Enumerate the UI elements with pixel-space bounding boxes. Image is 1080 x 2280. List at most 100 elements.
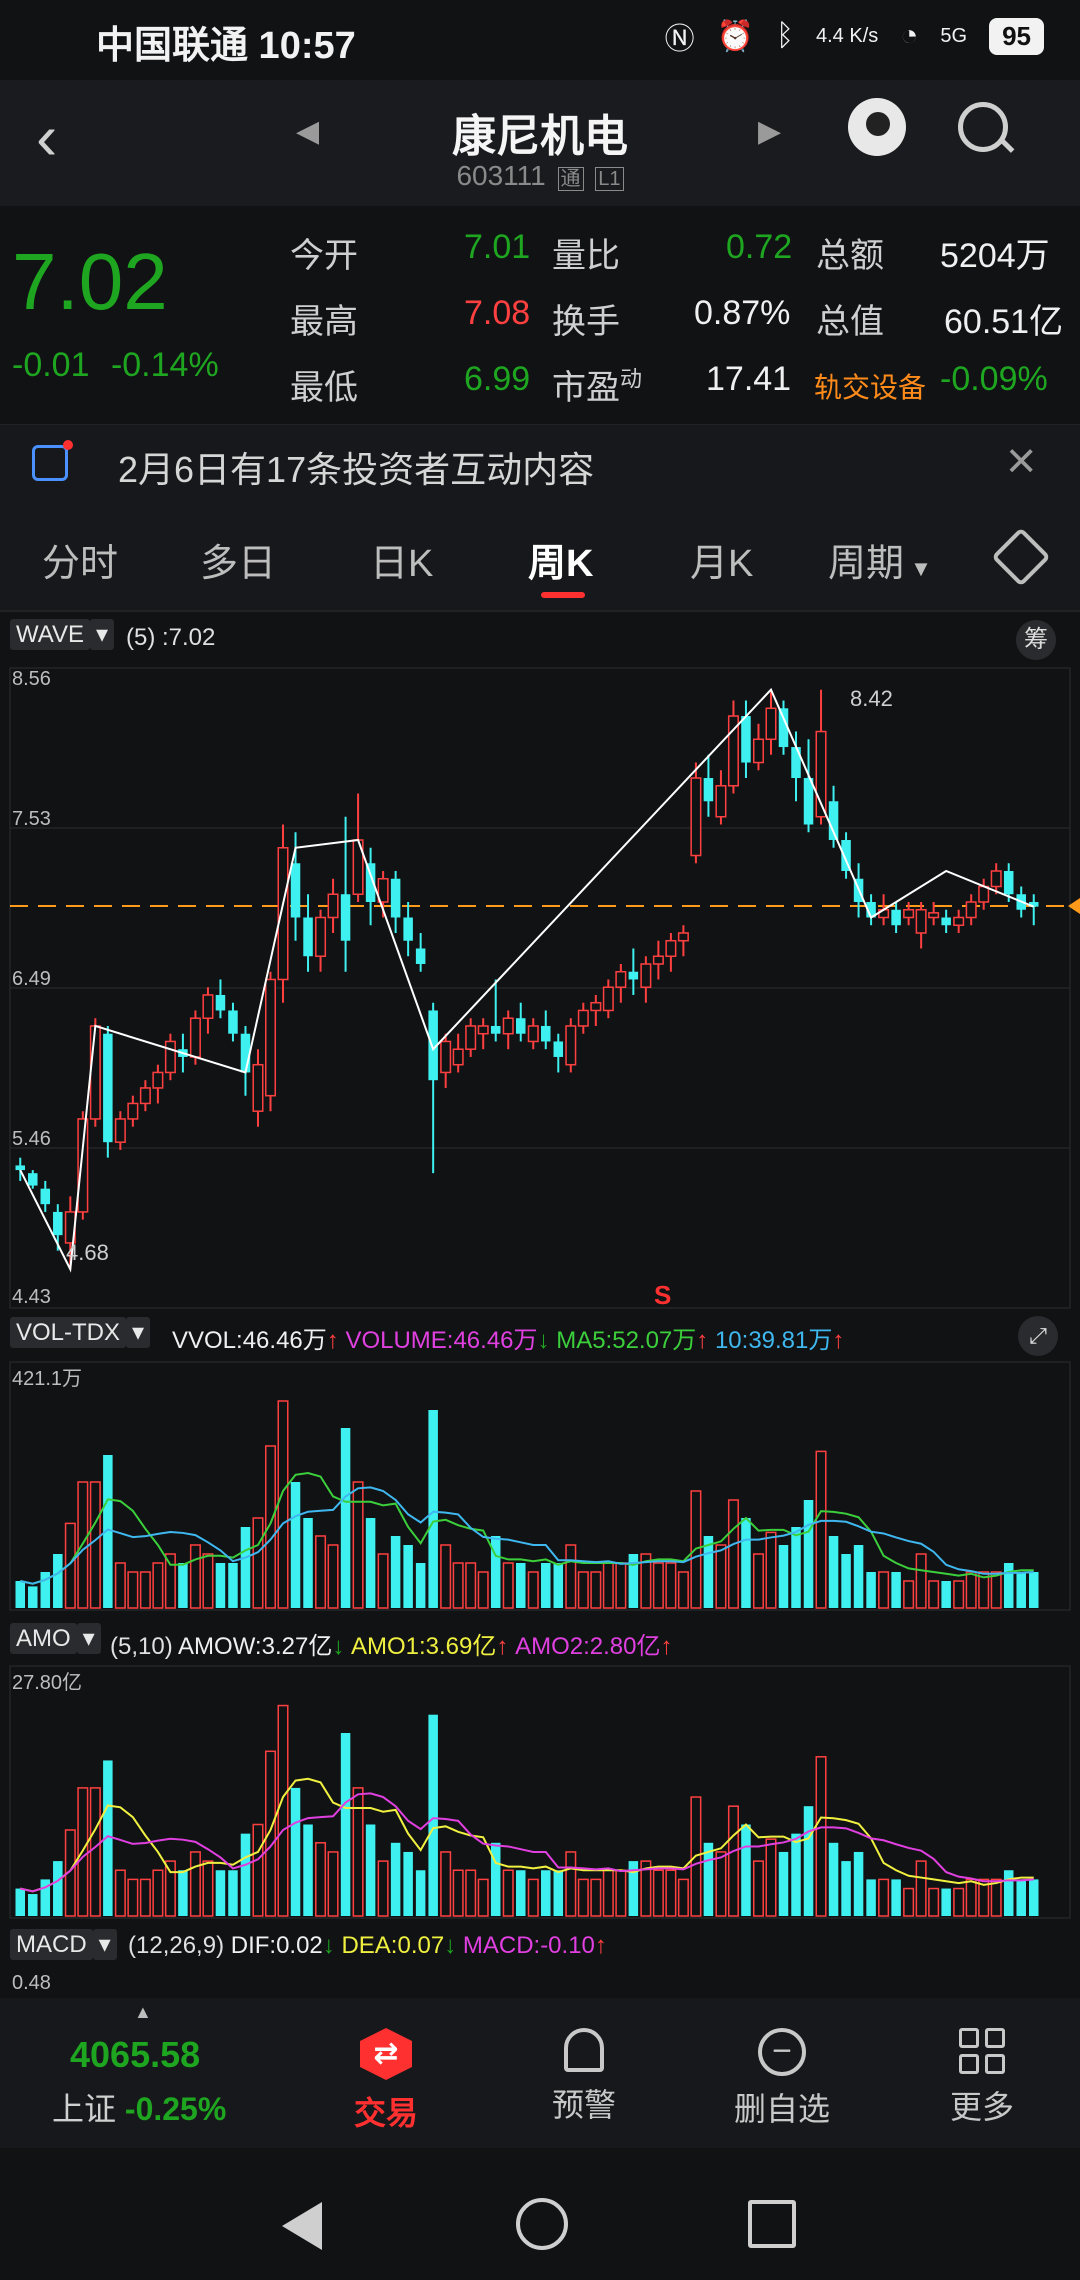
search-icon[interactable] xyxy=(958,102,1015,153)
volume-bar xyxy=(89,1481,101,1609)
nav-remove-watchlist[interactable]: − 删自选 xyxy=(712,2028,852,2130)
volume-bar xyxy=(915,1553,927,1609)
amount-bars xyxy=(15,1704,1039,1917)
ma10-value: 10:39.81万 xyxy=(714,1327,833,1354)
volume-bar xyxy=(903,1887,915,1917)
volume-bar xyxy=(965,1571,977,1609)
low-value: 6.99 xyxy=(464,360,531,398)
mktcap-value: 60.51亿 xyxy=(944,303,1064,341)
settings-icon[interactable] xyxy=(991,527,1051,587)
tab-intraday[interactable]: 分时 xyxy=(42,543,119,585)
system-back-icon[interactable] xyxy=(282,2202,322,2250)
vol-ratio-label: 量比 xyxy=(552,237,620,275)
candle xyxy=(741,716,751,763)
candle xyxy=(390,878,401,918)
candle xyxy=(527,1025,539,1043)
close-icon[interactable]: × xyxy=(1006,432,1037,490)
volume-bar xyxy=(215,1563,226,1608)
system-home-icon[interactable] xyxy=(516,2198,568,2250)
volume-bar xyxy=(252,1517,264,1609)
candle xyxy=(690,777,702,857)
nav-alert[interactable]: 预警 xyxy=(514,2028,654,2126)
low-mark: 4.68 xyxy=(66,1240,109,1265)
volume-bar xyxy=(965,1878,977,1917)
candle xyxy=(990,870,1002,888)
vol-name: VOL-TDX xyxy=(10,1317,127,1348)
candle xyxy=(15,1165,26,1171)
volume-bar xyxy=(527,1571,539,1609)
volume-bar xyxy=(891,1572,901,1608)
back-icon[interactable]: ‹ xyxy=(36,101,58,173)
index-name: 上证 xyxy=(52,2091,117,2127)
macd-indicator-select[interactable]: MACD ▾ xyxy=(10,1929,117,1960)
volume-bar xyxy=(553,1870,564,1916)
quote-panel: 7.02 -0.01 -0.14% 今开 7.01 最高 7.08 最低 6.9… xyxy=(0,206,1080,422)
volume-bar xyxy=(677,1571,689,1609)
stock-header: ‹ ◀ 康尼机电 603111 通 L1 ▶ xyxy=(0,80,1080,206)
candle xyxy=(553,1041,564,1057)
volume-bar xyxy=(377,1860,389,1917)
high-value: 7.08 xyxy=(464,294,531,332)
investor-notice-bar[interactable]: 2月6日有17条投资者互动内容 × xyxy=(0,424,1080,502)
prev-stock-icon[interactable]: ◀ xyxy=(296,115,320,148)
candle xyxy=(164,1040,176,1074)
vvol-value: VVOL:46.46万 xyxy=(172,1327,327,1354)
chips-button[interactable]: 筹 xyxy=(1016,620,1056,660)
candle xyxy=(428,1010,438,1081)
candle xyxy=(139,1087,151,1105)
volume-bar xyxy=(953,1580,965,1609)
vol-indicator-select[interactable]: VOL-TDX ▾ xyxy=(10,1317,151,1348)
stock-code: 603111 通 L1 xyxy=(0,160,1080,192)
next-stock-icon[interactable]: ▶ xyxy=(758,115,782,148)
sector-name[interactable]: 轨交设备 xyxy=(814,372,927,403)
volume-bar xyxy=(352,1481,364,1609)
amo-indicator-select[interactable]: AMO ▾ xyxy=(10,1623,101,1654)
tab-period[interactable]: 周期 ▼ xyxy=(828,532,932,587)
system-nav-bar xyxy=(0,2150,1080,2280)
trade-icon: ⇄ xyxy=(360,2028,412,2080)
volume-bar xyxy=(228,1870,238,1916)
volume-bar xyxy=(815,1756,827,1917)
expand-icon[interactable]: ⤢ xyxy=(1018,1316,1058,1356)
tab-daily-k[interactable]: 日K xyxy=(370,543,434,585)
volume-bar xyxy=(615,1562,627,1609)
volume-bar xyxy=(1028,1879,1039,1916)
tab-weekly-k[interactable]: 周K xyxy=(528,543,594,585)
volume-bar xyxy=(665,1869,677,1917)
tab-monthly-k[interactable]: 月K xyxy=(690,543,754,585)
wave-indicator-select[interactable]: WAVE ▾ xyxy=(10,619,115,650)
volume-bar xyxy=(640,1553,652,1609)
candle xyxy=(377,878,389,903)
volume-bar xyxy=(541,1870,551,1916)
volume-bar xyxy=(303,1518,313,1608)
expand-up-icon[interactable]: ▲ xyxy=(134,2002,152,2022)
candle xyxy=(53,1211,63,1236)
volume-bar xyxy=(152,1869,164,1917)
mascot-icon[interactable] xyxy=(848,98,906,156)
index-info[interactable]: 上证 -0.25% xyxy=(52,2084,226,2130)
tab-multiday[interactable]: 多日 xyxy=(200,543,277,585)
index-value[interactable]: 4065.58 xyxy=(70,2034,201,2075)
volume-bar xyxy=(64,1522,76,1609)
nav-trade[interactable]: ⇄ 交易 xyxy=(316,2028,456,2134)
candle xyxy=(866,901,876,918)
nav-trade-label: 交易 xyxy=(353,2095,418,2131)
volume-bar xyxy=(64,1829,76,1917)
amo-axis-top: 27.80亿 xyxy=(12,1672,83,1694)
volume-bar xyxy=(28,1894,38,1916)
kline-chart[interactable] xyxy=(0,664,1080,1314)
candle xyxy=(89,1025,101,1120)
volume-bar xyxy=(953,1887,965,1917)
candle xyxy=(1003,871,1014,895)
volume-bar xyxy=(252,1823,264,1917)
nav-more[interactable]: 更多 xyxy=(912,2028,1052,2128)
system-recents-icon[interactable] xyxy=(748,2200,796,2248)
volume-bar xyxy=(290,1482,301,1608)
candle xyxy=(778,708,789,748)
candle xyxy=(327,893,339,919)
volume-bar xyxy=(928,1580,940,1609)
dropdown-icon: ▾ xyxy=(90,619,115,650)
volume-bar xyxy=(277,1400,289,1609)
volume-bar xyxy=(752,1553,764,1609)
volume-bar xyxy=(103,1455,113,1608)
